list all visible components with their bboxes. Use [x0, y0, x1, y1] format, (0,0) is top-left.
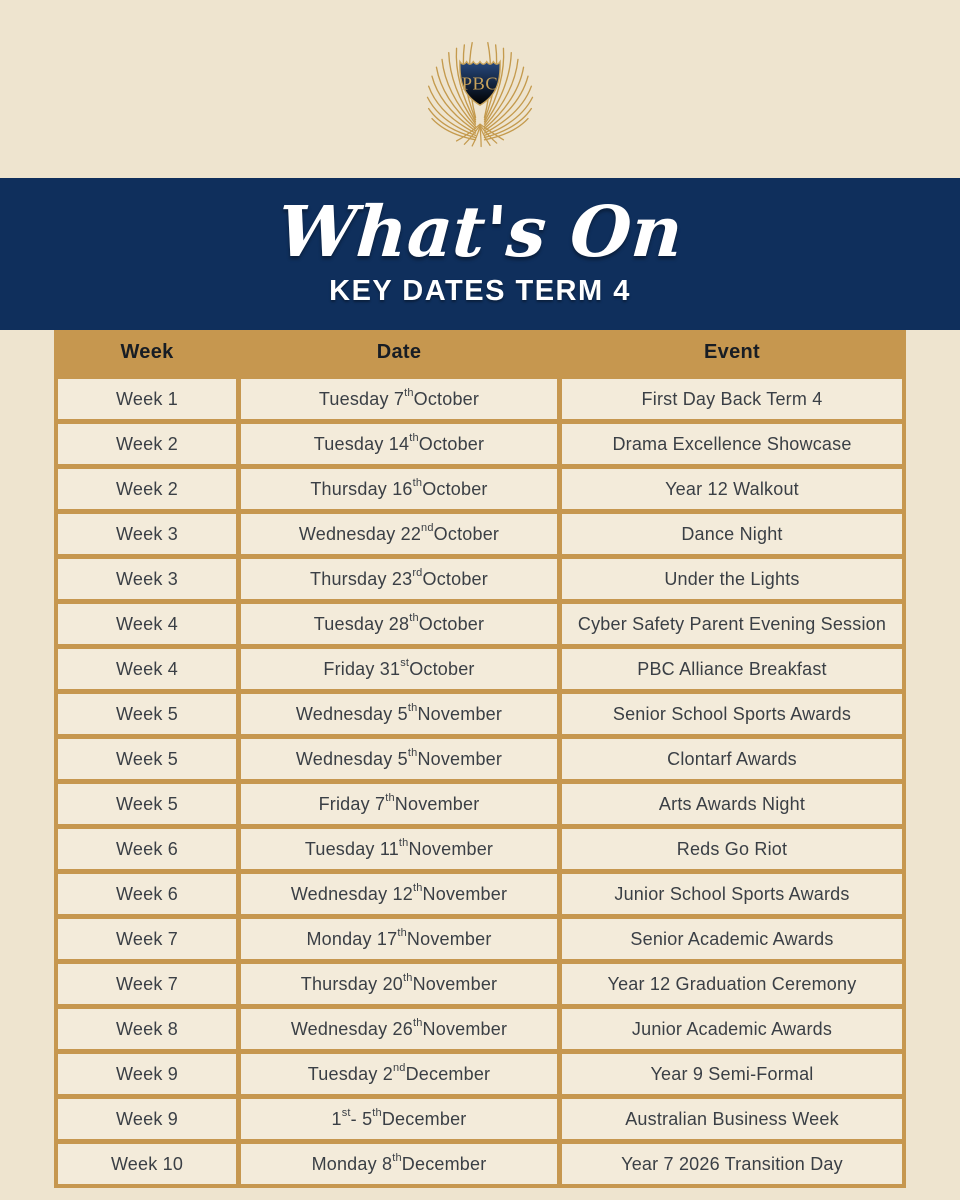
event-cell: Arts Awards Night	[562, 784, 902, 824]
week-cell: Week 5	[58, 784, 236, 824]
event-cell: Clontarf Awards	[562, 739, 902, 779]
event-cell: Under the Lights	[562, 559, 902, 599]
week-cell: Week 9	[58, 1099, 236, 1139]
week-cell: Week 3	[58, 514, 236, 554]
week-cell: Week 2	[58, 424, 236, 464]
event-cell: Dance Night	[562, 514, 902, 554]
table-header-row: Week Date Event	[58, 330, 902, 374]
event-cell: Junior Academic Awards	[562, 1009, 902, 1049]
week-cell: Week 4	[58, 649, 236, 689]
event-cell: Year 7 2026 Transition Day	[562, 1144, 902, 1184]
column-header-event: Event	[704, 340, 760, 363]
week-cell: Week 2	[58, 469, 236, 509]
pbc-school-logo: PBC	[426, 41, 534, 148]
event-cell: Senior School Sports Awards	[562, 694, 902, 734]
event-cell: PBC Alliance Breakfast	[562, 649, 902, 689]
event-cell: Year 12 Graduation Ceremony	[562, 964, 902, 1004]
event-cell: Senior Academic Awards	[562, 919, 902, 959]
week-cell: Week 6	[58, 829, 236, 869]
week-cell: Week 5	[58, 694, 236, 734]
event-cell: Reds Go Riot	[562, 829, 902, 869]
event-cell: First Day Back Term 4	[562, 379, 902, 419]
event-cell: Australian Business Week	[562, 1099, 902, 1139]
event-cell: Year 9 Semi-Formal	[562, 1054, 902, 1094]
week-cell: Week 4	[58, 604, 236, 644]
event-cell: Drama Excellence Showcase	[562, 424, 902, 464]
week-cell: Week 8	[58, 1009, 236, 1049]
week-cell: Week 3	[58, 559, 236, 599]
title-banner: What's On KEY DATES TERM 4	[0, 178, 960, 330]
banner-subtitle: KEY DATES TERM 4	[329, 274, 631, 307]
column-header-week: Week	[120, 340, 174, 363]
week-cell: Week 9	[58, 1054, 236, 1094]
column-header-date: Date	[376, 340, 422, 363]
week-cell: Week 7	[58, 919, 236, 959]
logo-monogram: PBC	[462, 74, 498, 94]
event-cell: Year 12 Walkout	[562, 469, 902, 509]
script-title: What's On	[274, 189, 686, 273]
week-cell: Week 7	[58, 964, 236, 1004]
laurel-wreath-icon	[426, 41, 534, 148]
week-cell: Week 6	[58, 874, 236, 914]
week-cell: Week 10	[58, 1144, 236, 1184]
logo-band: PBC	[0, 0, 960, 178]
event-cell: Junior School Sports Awards	[562, 874, 902, 914]
event-cell: Cyber Safety Parent Evening Session	[562, 604, 902, 644]
pbc-shield: PBC	[459, 59, 501, 107]
week-cell: Week 5	[58, 739, 236, 779]
week-cell: Week 1	[58, 379, 236, 419]
